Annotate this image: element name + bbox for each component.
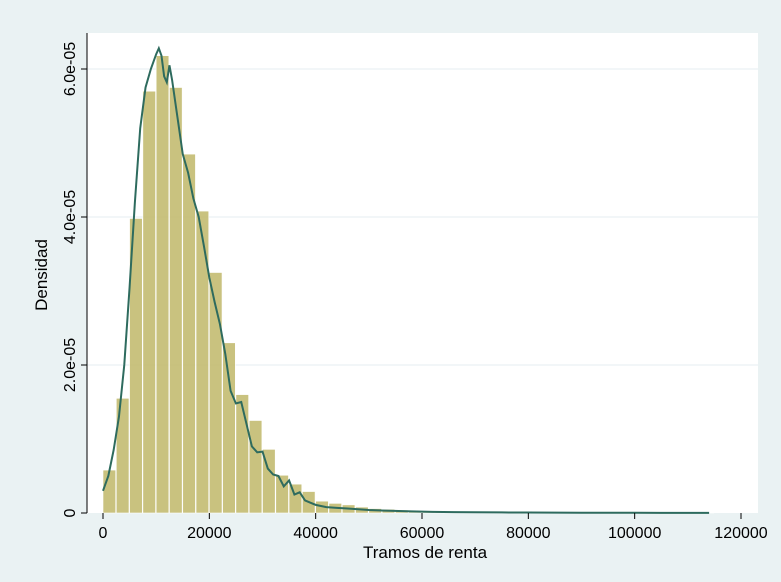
histogram-bar <box>195 210 210 514</box>
density-curve <box>102 45 710 514</box>
histogram-bar <box>102 469 116 514</box>
x-tick-label: 20000 <box>187 525 232 542</box>
histogram-bar <box>235 394 249 514</box>
histogram-bar <box>115 397 130 514</box>
histogram-bar <box>248 420 263 514</box>
y-axis-ticks: 0 2.0e-05 4.0e-05 6.0e-05 <box>62 42 87 517</box>
histogram-bar <box>155 55 170 514</box>
histogram-bar <box>275 474 289 514</box>
histogram-bar <box>262 449 276 514</box>
y-axis-label: Densidad <box>32 239 51 311</box>
histogram-bar <box>288 483 303 514</box>
x-axis-ticks: 0 20000 40000 60000 80000 100000 120000 <box>99 513 768 542</box>
histogram-bar <box>222 342 236 514</box>
histogram-bar <box>169 87 183 514</box>
y-tick-label: 0 <box>62 508 79 517</box>
x-axis-label: Tramos de renta <box>363 543 488 562</box>
y-tick-label: 4.0e-05 <box>62 190 79 244</box>
x-tick-label: 40000 <box>293 525 338 542</box>
histogram-bar <box>209 272 223 514</box>
y-tick-label: 6.0e-05 <box>62 42 79 96</box>
x-tick-label: 0 <box>99 525 108 542</box>
histogram-bar <box>182 153 196 514</box>
histogram-bar <box>129 218 143 514</box>
histogram-bar <box>142 90 156 514</box>
x-tick-label: 80000 <box>506 525 551 542</box>
x-tick-label: 120000 <box>714 525 767 542</box>
x-tick-label: 60000 <box>400 525 445 542</box>
y-tick-label: 2.0e-05 <box>62 338 79 392</box>
histogram-bars <box>102 55 715 514</box>
x-tick-label: 100000 <box>608 525 661 542</box>
